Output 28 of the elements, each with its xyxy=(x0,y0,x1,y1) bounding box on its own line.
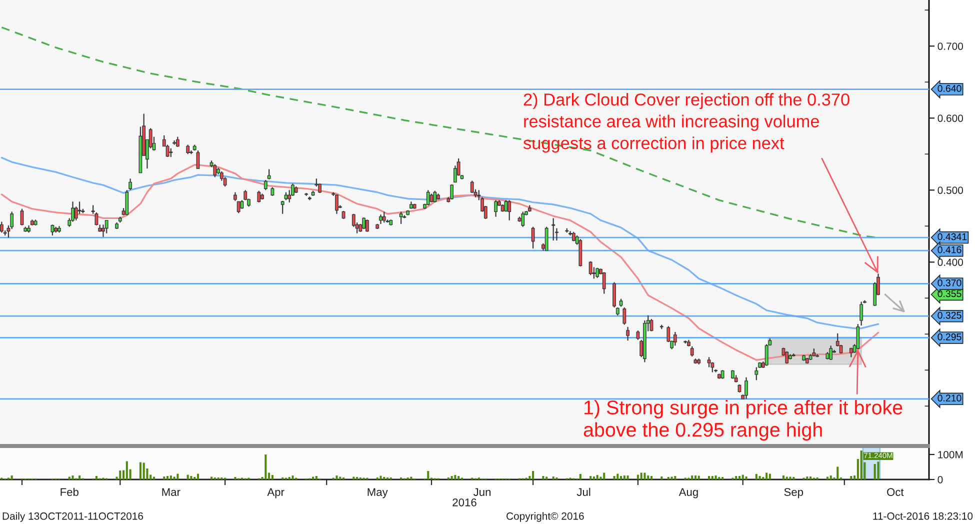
x-tick-label: Apr xyxy=(267,488,284,498)
x-tick-label: Oct xyxy=(887,488,904,496)
y-tick-label: 0.700 xyxy=(938,42,963,50)
x-axis-title: 2016 xyxy=(452,498,476,506)
ref-line-label: 0.416 xyxy=(938,246,962,254)
text: 11-Oct-2016 18:23:10 xyxy=(873,512,973,520)
y-tick-label: 100M xyxy=(938,451,963,458)
annotation: 1) Strong surge in price after it broke above the 0.295 range high xyxy=(584,400,902,441)
ref-line-label: 0.640 xyxy=(938,85,962,92)
ref-line-label: 0.325 xyxy=(938,312,962,319)
y-tick-label: 0.600 xyxy=(938,114,963,122)
ref-line-label: 0.210 xyxy=(938,394,962,402)
y-tick-label: 0 xyxy=(938,476,943,484)
x-tick-label: Jun xyxy=(473,488,491,496)
y-tick-label: 0.400 xyxy=(938,258,963,266)
text: Daily 13OCT2011-11OCT2016 xyxy=(2,512,144,522)
y-tick-label: 0.500 xyxy=(938,186,963,194)
x-tick-label: Aug xyxy=(678,488,698,498)
ref-line-label: 0.370 xyxy=(938,279,962,286)
text: Copyright© 2016 xyxy=(506,512,584,522)
x-tick-label: Sep xyxy=(784,488,804,498)
x-tick-label: Mar xyxy=(162,488,180,496)
text: 0.355 xyxy=(938,290,962,298)
ref-line-label: 0.295 xyxy=(938,333,962,340)
x-tick-label: May xyxy=(368,488,388,498)
ref-line-label: 0.4341 xyxy=(938,233,967,240)
x-tick-label: Jul xyxy=(576,488,590,496)
x-tick-label: Feb xyxy=(60,488,78,496)
